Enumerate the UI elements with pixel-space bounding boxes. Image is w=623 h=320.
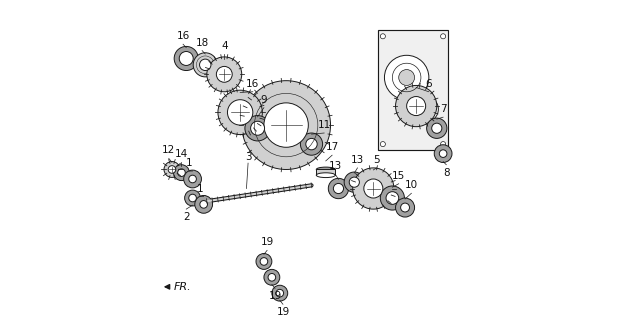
Circle shape bbox=[227, 100, 253, 125]
Circle shape bbox=[396, 85, 437, 127]
Text: 16: 16 bbox=[246, 79, 259, 89]
Circle shape bbox=[174, 46, 198, 70]
Circle shape bbox=[427, 118, 447, 138]
Circle shape bbox=[256, 253, 272, 269]
Circle shape bbox=[384, 55, 429, 100]
Circle shape bbox=[434, 145, 452, 163]
Text: 1: 1 bbox=[186, 158, 193, 168]
Circle shape bbox=[264, 103, 308, 147]
Circle shape bbox=[195, 196, 212, 213]
Circle shape bbox=[344, 172, 364, 192]
Circle shape bbox=[250, 121, 265, 135]
Text: 16: 16 bbox=[176, 31, 189, 41]
Circle shape bbox=[380, 141, 386, 147]
Text: 17: 17 bbox=[325, 142, 339, 152]
Circle shape bbox=[399, 69, 414, 85]
Text: 8: 8 bbox=[443, 168, 450, 178]
Circle shape bbox=[264, 269, 280, 285]
Text: 1: 1 bbox=[197, 183, 204, 194]
Circle shape bbox=[432, 123, 442, 133]
Circle shape bbox=[207, 57, 242, 92]
Circle shape bbox=[184, 190, 201, 206]
Circle shape bbox=[178, 169, 185, 176]
Ellipse shape bbox=[316, 173, 335, 178]
Text: 2: 2 bbox=[183, 212, 189, 222]
Circle shape bbox=[189, 194, 196, 202]
Circle shape bbox=[306, 138, 317, 150]
Circle shape bbox=[439, 150, 447, 157]
Circle shape bbox=[200, 201, 207, 208]
Bar bbox=[378, 30, 448, 150]
Circle shape bbox=[353, 168, 394, 209]
Circle shape bbox=[184, 170, 201, 188]
Text: 5: 5 bbox=[373, 155, 380, 165]
Circle shape bbox=[350, 177, 359, 187]
Circle shape bbox=[440, 141, 445, 147]
Text: FR.: FR. bbox=[174, 282, 191, 292]
Circle shape bbox=[328, 178, 349, 199]
Text: 10: 10 bbox=[405, 180, 418, 190]
Circle shape bbox=[260, 258, 268, 265]
Circle shape bbox=[300, 133, 323, 155]
Circle shape bbox=[401, 203, 409, 212]
Circle shape bbox=[199, 59, 211, 70]
Circle shape bbox=[268, 274, 275, 281]
Ellipse shape bbox=[316, 167, 335, 172]
Text: 9: 9 bbox=[260, 95, 267, 105]
Text: 3: 3 bbox=[245, 152, 252, 162]
Text: 4: 4 bbox=[221, 41, 227, 51]
Text: 15: 15 bbox=[392, 171, 406, 181]
Circle shape bbox=[193, 53, 217, 77]
Circle shape bbox=[413, 97, 439, 122]
Circle shape bbox=[164, 162, 180, 177]
Text: 18: 18 bbox=[196, 38, 209, 48]
Text: 19: 19 bbox=[269, 291, 282, 301]
Text: 19: 19 bbox=[277, 307, 290, 317]
Circle shape bbox=[179, 52, 193, 66]
Circle shape bbox=[396, 198, 414, 217]
Circle shape bbox=[272, 285, 288, 301]
Circle shape bbox=[168, 166, 176, 173]
Circle shape bbox=[242, 81, 331, 170]
Text: 12: 12 bbox=[162, 146, 176, 156]
Circle shape bbox=[333, 183, 343, 194]
Circle shape bbox=[407, 97, 426, 116]
Text: 19: 19 bbox=[260, 237, 273, 247]
Circle shape bbox=[189, 175, 196, 183]
Circle shape bbox=[380, 34, 386, 39]
Circle shape bbox=[216, 67, 232, 82]
Text: 7: 7 bbox=[440, 104, 447, 114]
Circle shape bbox=[364, 179, 383, 198]
Circle shape bbox=[218, 90, 262, 135]
Circle shape bbox=[174, 165, 189, 180]
Text: 11: 11 bbox=[318, 120, 331, 130]
Circle shape bbox=[380, 186, 404, 210]
Text: 13: 13 bbox=[351, 155, 364, 165]
Text: 13: 13 bbox=[329, 161, 342, 171]
Circle shape bbox=[245, 116, 270, 141]
Circle shape bbox=[386, 192, 399, 204]
Text: 6: 6 bbox=[426, 79, 432, 89]
Circle shape bbox=[276, 289, 283, 297]
Text: 14: 14 bbox=[175, 148, 188, 159]
Bar bbox=[316, 170, 335, 175]
Circle shape bbox=[440, 34, 445, 39]
